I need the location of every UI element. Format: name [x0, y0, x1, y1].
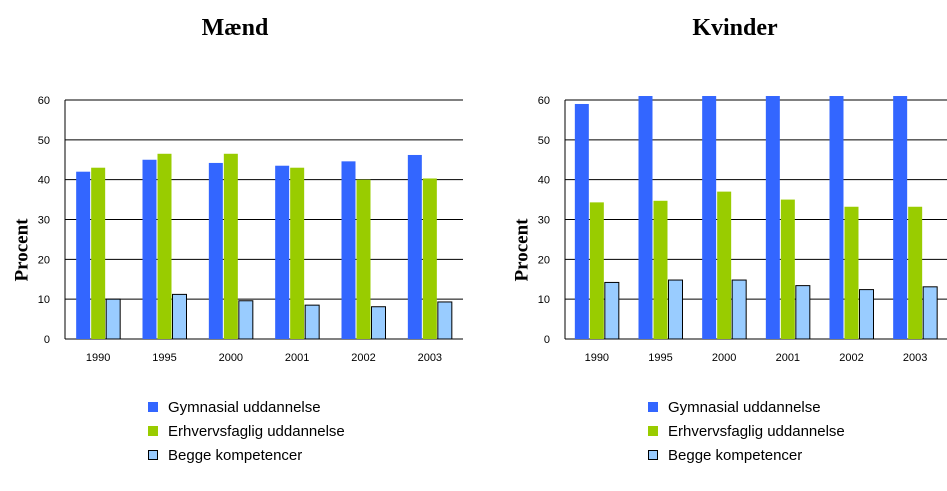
bar-erhvervsfaglig: [290, 167, 305, 339]
legend-item-begge: Begge kompetencer: [648, 443, 845, 467]
bar-gymnasial: [275, 165, 290, 339]
bar-gymnasial: [208, 162, 223, 339]
chart-title: Mænd: [201, 15, 269, 41]
x-tick-label: 1995: [152, 352, 176, 364]
bar-erhvervsfaglig: [844, 206, 859, 339]
y-tick-label: 20: [38, 254, 50, 266]
plot-area: 0 10 20 30 40 50 60 1990 1995 2000 2001 2002 2003: [38, 95, 463, 364]
chart-kvinder: Kvinder Procent 0 10 20 30 40 50 60 1990 1995 200…: [500, 0, 947, 491]
bar-erhvervsfaglig: [780, 199, 795, 339]
y-tick-label: 40: [38, 175, 50, 187]
x-tick-label: 2001: [285, 352, 309, 364]
y-tick-label: 10: [38, 294, 50, 306]
legend: Gymnasial uddannelse Erhvervsfaglig udda…: [648, 395, 845, 467]
legend-swatch-erhvervsfaglig: [148, 426, 158, 436]
y-tick-label: 20: [538, 254, 550, 266]
legend: Gymnasial uddannelse Erhvervsfaglig udda…: [148, 395, 345, 467]
legend-swatch-begge: [648, 450, 658, 460]
bar-begge: [304, 304, 320, 340]
bar-gymnasial: [765, 96, 780, 339]
legend-label: Gymnasial uddannelse: [668, 398, 821, 416]
legend-swatch-gymnasial: [148, 402, 158, 412]
legend-label: Erhvervsfaglig uddannelse: [668, 422, 845, 440]
legend-item-begge: Begge kompetencer: [148, 443, 345, 467]
bar-erhvervsfaglig: [91, 167, 106, 339]
y-tick-label: 50: [538, 135, 550, 147]
bar-erhvervsfaglig: [717, 191, 732, 339]
x-tick-label: 2002: [839, 352, 863, 364]
plot-area: 0 10 20 30 40 50 60 1990 1995 2000 2001 2002 2003: [538, 95, 947, 364]
bar-begge: [922, 286, 938, 340]
x-tick-label: 2003: [418, 352, 442, 364]
x-tick-label: 2003: [903, 352, 927, 364]
y-tick-label: 30: [538, 215, 550, 227]
y-tick-label: 40: [538, 175, 550, 187]
bar-begge: [371, 306, 386, 340]
bar-begge: [238, 300, 254, 340]
bar-gymnasial: [829, 96, 844, 339]
y-tick-label: 60: [538, 95, 550, 107]
legend-label: Erhvervsfaglig uddannelse: [168, 422, 345, 440]
bar-begge: [604, 281, 620, 340]
bar-gymnasial: [142, 159, 157, 339]
bar-erhvervsfaglig: [356, 179, 371, 339]
legend-swatch-gymnasial: [648, 402, 658, 412]
x-tick-label: 2001: [776, 352, 800, 364]
legend-item-erhvervsfaglig: Erhvervsfaglig uddannelse: [148, 419, 345, 443]
y-tick-label: 0: [44, 334, 50, 346]
bar-gymnasial: [574, 103, 589, 339]
y-tick-label: 30: [38, 215, 50, 227]
legend-label: Begge kompetencer: [168, 446, 303, 464]
bar-begge: [859, 289, 874, 340]
legend-label: Begge kompetencer: [668, 446, 803, 464]
x-tick-label: 1995: [648, 352, 672, 364]
chart-title: Kvinder: [692, 15, 778, 41]
bar-begge: [795, 285, 811, 340]
bar-begge: [437, 301, 453, 340]
bar-erhvervsfaglig: [157, 153, 172, 339]
bar-begge: [105, 298, 121, 340]
x-tick-label: 1990: [86, 352, 110, 364]
bar-erhvervsfaglig: [653, 200, 668, 339]
bar-erhvervsfaglig: [422, 178, 437, 339]
x-tick-label: 1990: [585, 352, 609, 364]
y-tick-label: 10: [538, 294, 550, 306]
bar-erhvervsfaglig: [589, 202, 604, 339]
x-tick-label: 2002: [351, 352, 375, 364]
bar-gymnasial: [893, 96, 908, 339]
bar-begge: [172, 293, 187, 340]
chart-maend: Mænd Procent 0 10 20 30 40 50 60 1990 1995 2000 20…: [0, 0, 470, 491]
bar-begge: [668, 279, 683, 340]
x-tick-label: 2000: [712, 352, 736, 364]
legend-swatch-begge: [148, 450, 158, 460]
y-tick-label: 0: [544, 334, 550, 346]
legend-swatch-erhvervsfaglig: [648, 426, 658, 436]
bar-gymnasial: [407, 154, 422, 339]
legend-label: Gymnasial uddannelse: [168, 398, 321, 416]
bar-gymnasial: [702, 96, 717, 339]
bar-gymnasial: [638, 96, 653, 339]
bar-erhvervsfaglig: [908, 206, 923, 339]
legend-item-gymnasial: Gymnasial uddannelse: [648, 395, 845, 419]
bar-erhvervsfaglig: [223, 153, 238, 339]
y-tick-label: 50: [38, 135, 50, 147]
legend-item-erhvervsfaglig: Erhvervsfaglig uddannelse: [648, 419, 845, 443]
bar-gymnasial: [76, 171, 91, 339]
bar-begge: [731, 279, 747, 340]
y-tick-label: 60: [38, 95, 50, 107]
bar-gymnasial: [341, 161, 356, 339]
legend-item-gymnasial: Gymnasial uddannelse: [148, 395, 345, 419]
x-tick-label: 2000: [219, 352, 243, 364]
